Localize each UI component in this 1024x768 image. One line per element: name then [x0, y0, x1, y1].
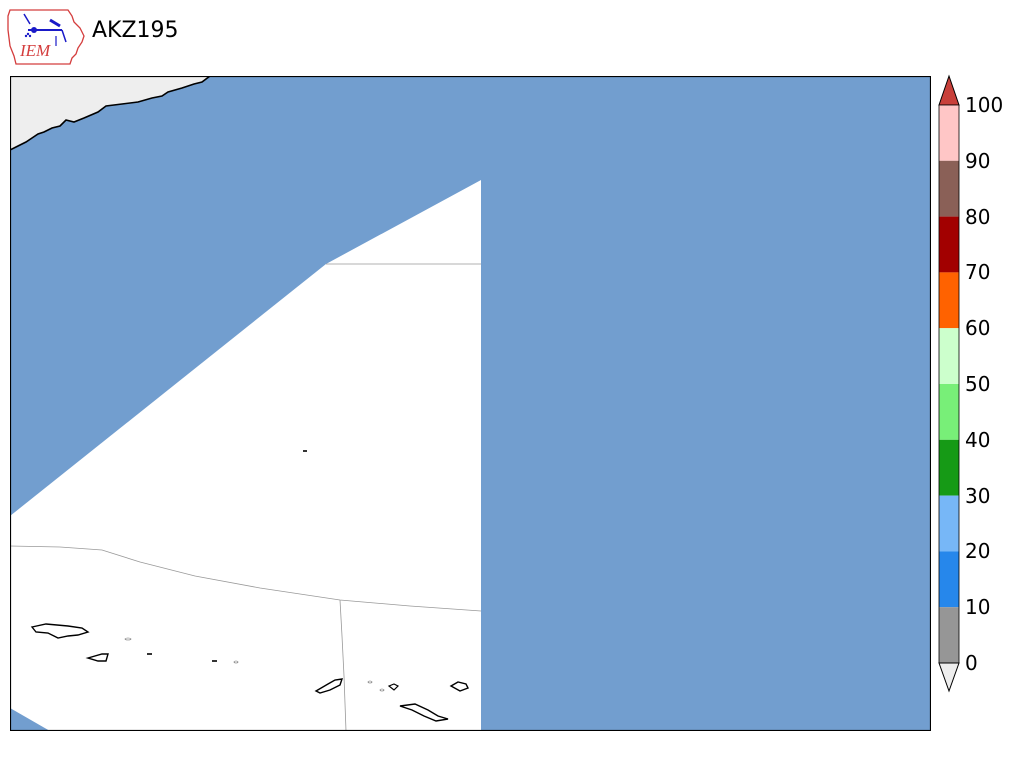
logo-text: IEM	[19, 41, 51, 60]
colorbar-bin	[939, 384, 959, 440]
colorbar-over-triangle	[938, 74, 960, 106]
colorbar-tick-label: 60	[965, 316, 991, 341]
island	[85, 653, 109, 662]
map-frame	[10, 76, 931, 731]
colorbar-bin	[939, 216, 959, 273]
island	[124, 637, 132, 641]
colorbar-bin	[939, 160, 959, 217]
colorbar	[938, 74, 960, 693]
colorbar-tick-label: 100	[965, 93, 1004, 117]
colorbar-bin	[939, 607, 959, 663]
colorbar-tick-label: 0	[965, 651, 978, 675]
land-northwest	[10, 76, 212, 151]
colorbar-tick-label: 20	[965, 539, 991, 564]
island	[367, 680, 373, 684]
colorbar-tick-label: 90	[965, 148, 991, 173]
island	[314, 678, 344, 694]
colorbar-bin	[939, 105, 959, 161]
colorbar-bin	[939, 439, 959, 496]
colorbar-tick-label: 10	[965, 595, 991, 620]
iem-logo: IEM	[7, 9, 85, 65]
border-line	[10, 545, 482, 612]
colorbar-bin	[939, 272, 959, 329]
colorbar-outline	[938, 104, 960, 664]
map-panel	[10, 76, 931, 731]
colorbar-tick-label: 40	[965, 427, 991, 452]
island	[387, 683, 400, 691]
colorbar-tick-label: 50	[965, 372, 991, 396]
colorbar-tick-label: 30	[965, 483, 991, 508]
colorbar-bin	[939, 551, 959, 608]
border-line	[339, 599, 347, 731]
zone-land	[10, 180, 481, 731]
island	[233, 660, 239, 664]
island	[379, 688, 385, 692]
island	[399, 703, 449, 722]
page-title: AKZ195	[92, 18, 179, 43]
colorbar-bin	[939, 328, 959, 384]
colorbar-tick-label: 80	[965, 204, 991, 229]
island	[449, 681, 469, 692]
island	[30, 623, 90, 639]
colorbar-bin	[939, 495, 959, 552]
colorbar-under-triangle	[938, 662, 960, 693]
colorbar-tick-label: 70	[965, 260, 991, 285]
